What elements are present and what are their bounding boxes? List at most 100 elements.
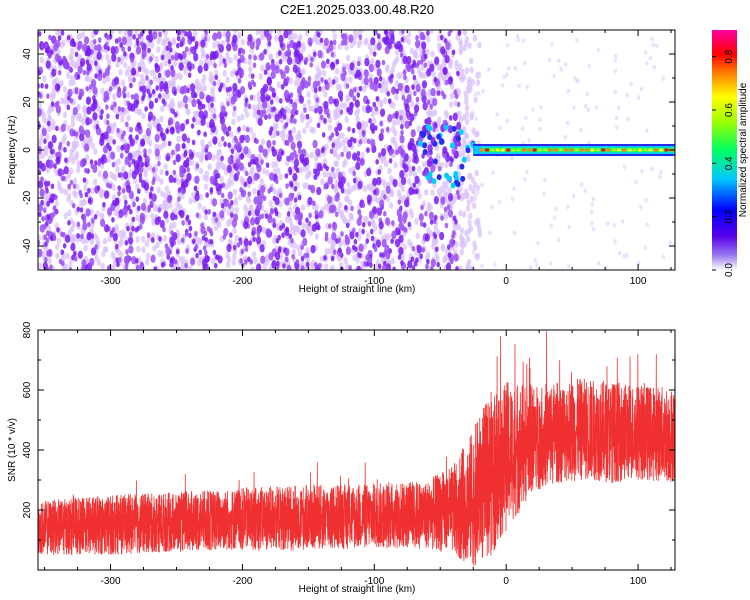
spectrogram-cell [297,53,304,62]
spectrogram-cell [579,182,584,187]
spectrogram-cell [232,82,238,92]
x-tick-label: 100 [630,576,647,587]
spectrogram-cell [402,243,407,251]
spectrogram-cell [150,212,155,220]
spectrogram-cell [131,216,136,223]
spectrogram-cell [177,52,182,59]
spectrogram-cell [286,211,291,217]
spectrogram-cell [74,151,80,158]
spectrogram-cell [339,109,344,115]
spectrogram-cell [340,40,345,46]
spectrogram-cell [255,205,260,211]
spectrogram-cell [119,235,125,243]
spectrogram-cell [358,85,363,92]
spectrogram-cell [76,232,80,239]
spectrogram-cell [409,113,415,122]
spectrogram-cell [384,217,391,226]
spectrogram-cell [491,170,495,176]
spectrogram-cell [440,46,446,55]
spectrogram-cell [436,174,442,181]
spectrogram-cell [265,228,271,237]
spectrogram-cell [205,144,209,150]
spectrogram-cell [197,129,201,136]
spectrogram-cell [658,174,662,180]
spectrogram-cell [96,105,101,113]
spectrogram-cell [320,147,325,154]
spectrogram-cell [195,252,199,259]
spectrogram-cell [124,69,129,77]
spectrogram-cell [376,176,382,186]
spectrogram-cell [376,33,381,39]
spectrogram-cell [251,158,256,165]
x-tick-label: 0 [503,276,509,287]
spectrogram-cell [446,262,452,270]
spectrogram-cell [42,261,48,270]
spectrogram-cell [154,97,159,104]
spectrogram-cell [229,130,234,138]
spectrogram-cell [271,91,276,98]
spectrogram-cell [398,72,403,79]
spectrogram-cell [127,74,133,82]
spectrogram-cell [451,49,456,56]
spectrogram-cell [55,100,60,107]
spectrogram-cell [237,126,241,133]
spectrogram-cell [225,86,230,93]
spectrogram-cell [243,238,249,247]
spectrogram-cell [292,42,299,51]
spectrogram-cell [252,111,257,119]
spectrogram-cell [38,155,41,163]
spectrogram-cell [82,129,87,136]
spectrogram-cell [222,58,227,64]
spectrogram-cell [151,166,156,173]
spectrogram-cell [177,196,181,202]
spectrogram-cell [392,136,397,144]
spectrogram-cell [68,53,74,61]
spectrogram-cell [487,230,492,236]
spectrogram-cell [379,108,386,117]
spectrogram-cell [278,34,284,44]
spectrogram-cell [94,244,98,250]
spectrogram-cell [337,247,342,254]
spectrogram-cell [310,56,314,63]
spectrogram-cell [305,261,310,268]
spectrogram-cell [54,194,58,201]
spectrogram-cell [67,220,71,226]
spectrogram-cell [414,217,419,225]
spectrogram-cell [248,126,254,134]
spectrogram-cell [465,205,471,212]
spectrogram-cell [428,230,434,237]
spectrogram-cell [274,113,280,123]
spectrogram-cell [313,261,318,268]
spectrogram-cell [227,142,232,148]
spectrogram-cell [436,261,440,268]
spectrogram-cell [212,136,218,145]
spectrogram-cell [214,74,219,81]
spectrogram-cell [52,235,57,242]
spectrogram-cell [310,245,316,254]
spectrogram-cell [89,159,94,165]
spectrogram-cell [300,229,306,238]
spectrogram-cell [283,123,288,130]
spectrogram-cell [559,66,563,72]
spectrogram-cell [402,211,408,220]
spectrogram-cell [233,199,239,206]
spectrogram-cell [61,97,67,105]
spectrogram-cell [38,120,41,126]
carrier-cell [627,148,632,152]
spectrogram-cell [124,156,130,165]
spectrogram-cell [38,93,43,99]
spectrogram-cell [222,70,227,77]
spectrogram-cell [500,83,505,88]
spectrogram-cell [49,149,54,155]
spectrogram-cell [200,139,205,147]
spectrogram-cell [324,235,329,242]
spectrogram-cell [124,199,128,206]
spectrogram-cell [308,41,313,47]
spectrogram-cell [258,144,264,153]
spectrogram-cell [173,112,178,118]
spectrogram-cell [49,264,53,270]
spectrogram-cell [513,66,518,71]
spectrogram-cell [286,264,292,270]
spectrogram-cell [269,99,274,105]
